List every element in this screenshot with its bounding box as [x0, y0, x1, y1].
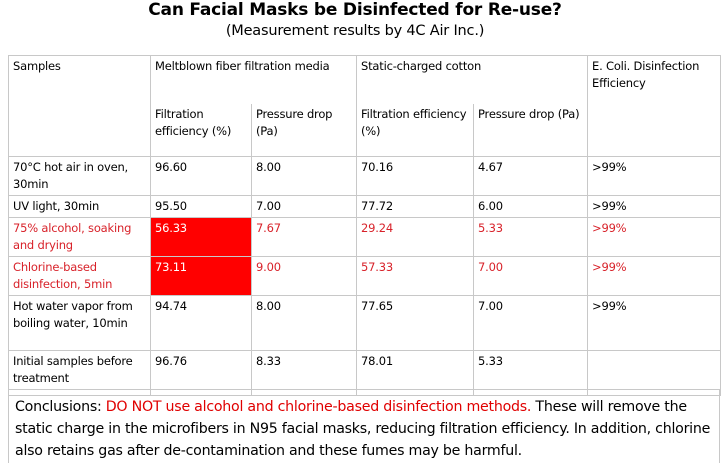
cotton-filtration-value: 29.24 — [356, 217, 475, 257]
table-row: 70°C hot air in oven, 30min 96.60 8.00 7… — [8, 156, 722, 196]
header-samples-continued — [8, 103, 151, 157]
ecoli-value: >99% — [587, 195, 722, 218]
conclusion-lead: Conclusions: — [15, 399, 106, 415]
cotton-pressure-value: 5.33 — [473, 217, 589, 257]
cotton-pressure-value: 6.00 — [473, 195, 589, 218]
table-row: Initial samples before treatment 96.76 8… — [8, 350, 722, 396]
cotton-pressure-value: 5.33 — [473, 350, 589, 396]
meltblown-pressure-value: 7.00 — [250, 195, 358, 218]
sample-label: Initial samples before treatment — [8, 350, 151, 396]
meltblown-filtration-value: 94.74 — [150, 295, 252, 351]
sample-label: Chlorine-based disinfection, 5min — [8, 256, 151, 296]
meltblown-filtration-value: 95.50 — [150, 195, 252, 218]
table-row: UV light, 30min 95.50 7.00 77.72 6.00 >9… — [8, 195, 722, 218]
ecoli-value: >99% — [587, 217, 722, 257]
page-subtitle: (Measurement results by 4C Air Inc.) — [225, 23, 485, 39]
meltblown-pressure-value: 8.33 — [250, 350, 358, 396]
header-samples: Samples — [8, 55, 151, 104]
cotton-filtration-value: 70.16 — [356, 156, 475, 196]
cotton-filtration-value: 77.65 — [356, 295, 475, 351]
meltblown-pressure-value: 8.00 — [250, 295, 358, 351]
page-title: Can Facial Masks be Disinfected for Re-u… — [148, 0, 562, 20]
header-cotton: Static-charged cotton — [356, 55, 589, 104]
header-ecoli: E. Coli. Disinfection Efficiency — [587, 55, 722, 157]
meltblown-pressure-value: 9.00 — [250, 256, 358, 296]
ecoli-value: >99% — [587, 256, 722, 296]
conclusion-box: Conclusions: DO NOT use alcohol and chlo… — [8, 389, 720, 463]
ecoli-value: >99% — [587, 156, 722, 196]
cotton-pressure-value: 7.00 — [473, 256, 589, 296]
cotton-filtration-value: 77.72 — [356, 195, 475, 218]
cotton-pressure-value: 7.00 — [473, 295, 589, 351]
conclusion-warning: DO NOT use alcohol and chlorine-based di… — [105, 399, 532, 415]
meltblown-filtration-value: 96.76 — [150, 350, 252, 396]
table-row: Hot water vapor from boiling water, 10mi… — [8, 295, 722, 351]
meltblown-filtration-value: 96.60 — [150, 156, 252, 196]
cotton-filtration-value: 57.33 — [356, 256, 475, 296]
meltblown-pressure-value: 7.67 — [250, 217, 358, 257]
header-meltblown-pressure: Pressure drop (Pa) — [250, 103, 358, 157]
conclusion-text: These will remove the static charge in t… — [15, 399, 711, 459]
cotton-filtration-value: 78.01 — [356, 350, 475, 396]
sample-label: Hot water vapor from boiling water, 10mi… — [8, 295, 151, 351]
ecoli-value — [587, 350, 722, 396]
header-meltblown: Meltblown fiber filtration media — [149, 55, 358, 104]
meltblown-filtration-value: 56.33 — [150, 217, 252, 257]
table-row: 75% alcohol, soaking and drying 56.33 7.… — [8, 217, 722, 257]
meltblown-filtration-value: 73.11 — [150, 256, 252, 296]
meltblown-pressure-value: 8.00 — [250, 156, 358, 196]
results-table: Samples Meltblown fiber filtration media… — [8, 55, 722, 396]
sample-label: 70°C hot air in oven, 30min — [8, 156, 151, 196]
header-meltblown-filtration: Filtration efficiency (%) — [150, 103, 252, 157]
header-cotton-pressure: Pressure drop (Pa) — [473, 103, 589, 157]
table-row: Chlorine-based disinfection, 5min 73.11 … — [8, 256, 722, 296]
ecoli-value: >99% — [587, 295, 722, 351]
header-cotton-filtration: Filtration efficiency (%) — [356, 103, 475, 157]
sample-label: 75% alcohol, soaking and drying — [8, 217, 151, 257]
cotton-pressure-value: 4.67 — [473, 156, 589, 196]
sample-label: UV light, 30min — [8, 195, 151, 218]
